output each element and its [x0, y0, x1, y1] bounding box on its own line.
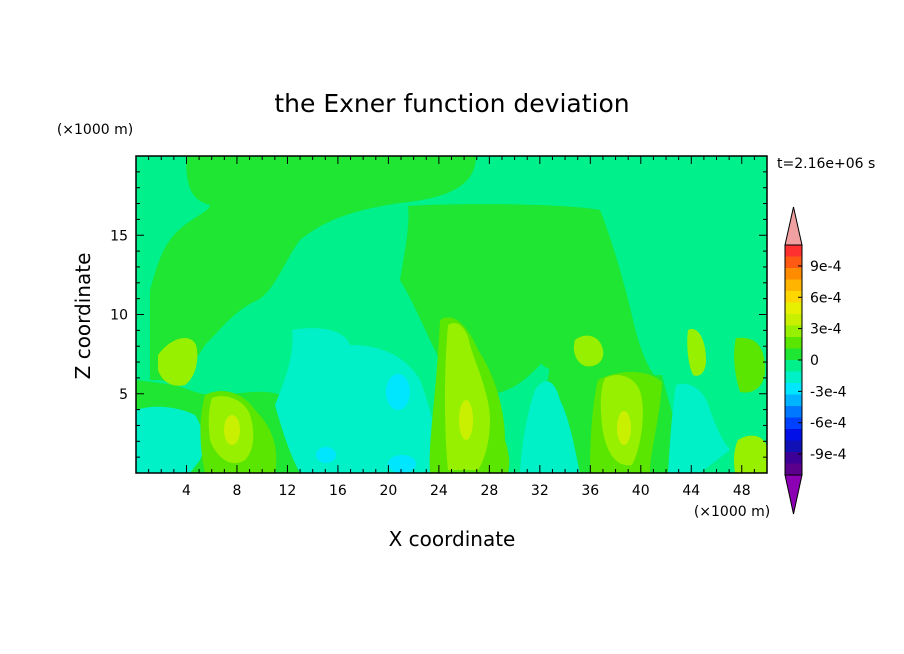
colorbar-band	[785, 245, 802, 257]
x-tick-label: 24	[430, 483, 448, 499]
field-region-yellow-green-center	[444, 322, 490, 470]
field-region-yellow-core-right	[617, 411, 631, 445]
colorbar-band	[785, 302, 802, 315]
colorbar-tick-label: 9e-4	[810, 259, 842, 275]
x-tick-label: 48	[733, 483, 751, 499]
x-tick-label: 8	[232, 483, 241, 499]
colorbar-band	[785, 256, 802, 269]
colorbar-band	[785, 383, 802, 395]
colorbar-band	[785, 337, 802, 349]
colorbar-under-triangle	[784, 474, 803, 515]
colorbar-band	[785, 406, 802, 418]
x-tick-label: 32	[531, 483, 549, 499]
y-unit-label: (×1000 m)	[57, 122, 133, 138]
field-region-cyan-cell-a	[386, 374, 410, 410]
field-region-cyan-green-middle	[275, 328, 445, 473]
colorbar-band	[785, 348, 802, 361]
colorbar-tick-label: 6e-4	[810, 290, 842, 306]
colorbar: 9e-4 6e-4 3e-4 0 -3e-4 -6e-4 -9e-4	[784, 206, 847, 515]
field-region-yellow-green-bottom-right	[734, 435, 767, 473]
y-axis-label: Z coordinate	[71, 253, 95, 380]
x-tick-label: 12	[279, 483, 297, 499]
field-region-yellow-core-center	[459, 400, 473, 440]
colorbar-band	[785, 291, 802, 303]
x-tick-label: 4	[182, 483, 191, 499]
x-tick-label: 28	[480, 483, 498, 499]
colorbar-band	[785, 360, 802, 372]
colorbar-band	[785, 417, 802, 430]
x-tick-label: 40	[632, 483, 650, 499]
y-axis-ticks: 5 10 15	[110, 171, 767, 458]
y-tick-label: 10	[110, 308, 128, 324]
colorbar-over-triangle	[784, 206, 803, 246]
field-region-yellow-green-left	[158, 337, 198, 386]
chart-title: the Exner function deviation	[274, 89, 629, 118]
colorbar-band	[785, 429, 802, 441]
colorbar-tick-label: 0	[810, 353, 819, 369]
colorbar-tick-label: -6e-4	[810, 416, 847, 432]
field-region-cyan-cell-c	[316, 447, 336, 463]
x-unit-label: (×1000 m)	[694, 504, 770, 520]
colorbar-band	[785, 314, 802, 326]
field-region-upper-left	[150, 156, 476, 381]
field-region-yellow-core-left	[224, 415, 240, 445]
field-region-cyan-cell-b	[388, 455, 416, 473]
colorbar-band	[785, 452, 802, 464]
colorbar-band	[785, 325, 802, 338]
colorbar-band	[785, 279, 802, 292]
y-tick-label: 5	[119, 387, 128, 403]
field-region-yellow-green-right	[573, 335, 604, 367]
colorbar-band	[785, 463, 802, 476]
x-axis-ticks: 4 8 12 16 20 24 28 32 36 40 44 48	[148, 156, 755, 499]
field-region-cyan-green-right	[520, 381, 580, 473]
x-tick-label: 20	[379, 483, 397, 499]
x-tick-label: 36	[581, 483, 599, 499]
colorbar-band	[785, 268, 802, 280]
field-region-cyan-green-left	[136, 406, 204, 473]
y-tick-label: 15	[110, 228, 128, 244]
field-region-cyan-green-far-right	[668, 383, 730, 473]
colorbar-tick-label: -9e-4	[810, 447, 847, 463]
x-tick-label: 16	[329, 483, 347, 499]
x-axis-label: X coordinate	[389, 527, 516, 551]
colorbar-tick-label: 3e-4	[810, 322, 842, 338]
field-region-yellow-green-far-right	[687, 329, 706, 376]
colorbar-band	[785, 394, 802, 407]
colorbar-tick-label: -3e-4	[810, 384, 847, 400]
colorbar-band	[785, 371, 802, 384]
time-label: t=2.16e+06 s	[777, 156, 875, 172]
field-region-light-green-far-right	[734, 337, 765, 393]
colorbar-band	[785, 440, 802, 453]
x-tick-label: 44	[682, 483, 700, 499]
